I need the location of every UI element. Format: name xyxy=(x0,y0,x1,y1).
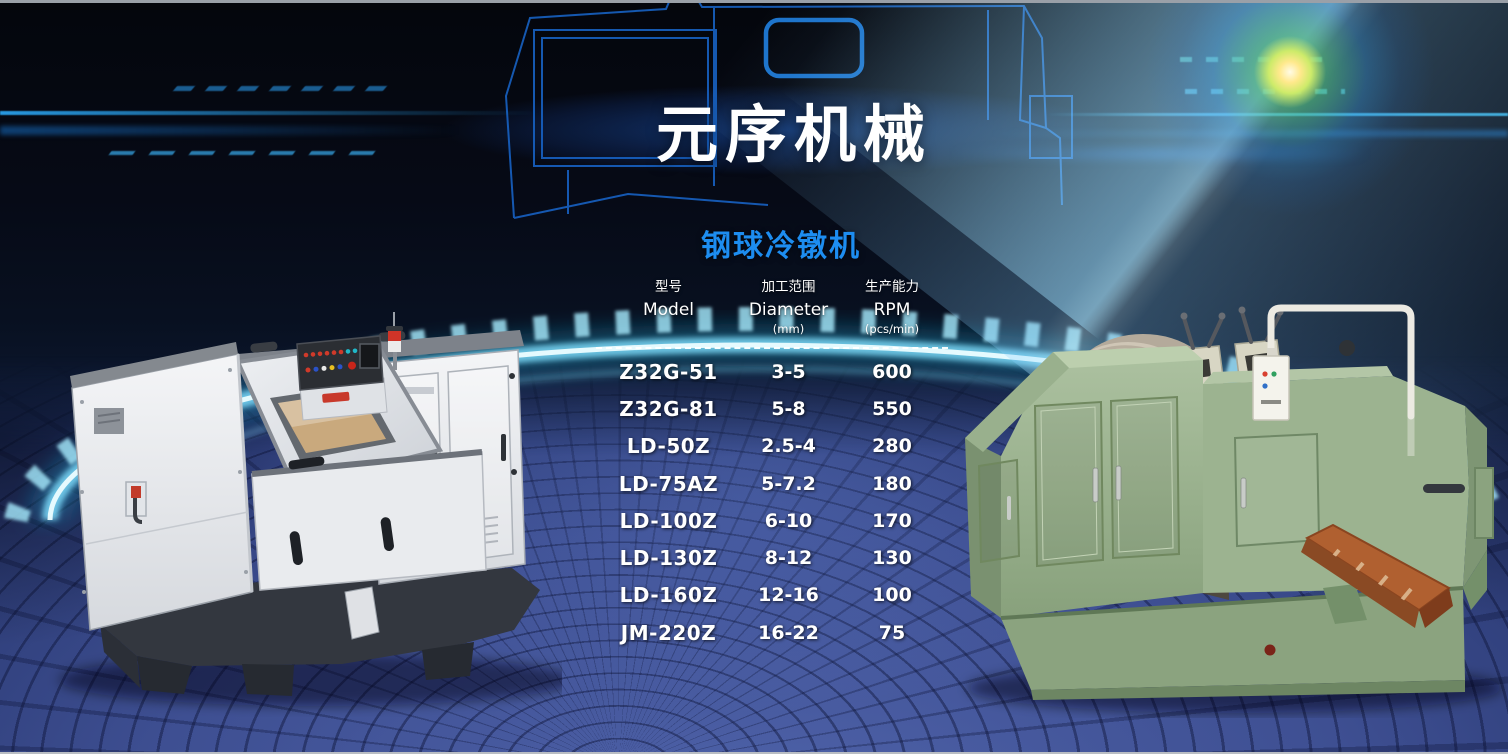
table-row: Z32G-81 5-8 550 xyxy=(596,390,948,427)
table-row: JM-220Z 16-22 75 xyxy=(596,614,948,651)
table-row: LD-50Z 2.5-4 280 xyxy=(596,428,948,465)
dashed-divider xyxy=(596,347,948,349)
diameter-cell: 12-16 xyxy=(758,584,819,607)
header-unit: (pcs/min) xyxy=(864,322,920,336)
rpm-cell: 100 xyxy=(872,584,912,607)
header-zh: 加工范围 xyxy=(761,279,816,295)
model-cell: LD-130Z xyxy=(619,546,718,571)
model-cell: Z32G-51 xyxy=(619,359,718,384)
model-cell: LD-160Z xyxy=(619,583,718,608)
rpm-cell: 550 xyxy=(872,397,912,420)
spec-table: 型号 Model 加工范围 Diameter (mm) 生产能力 RPM (pc… xyxy=(596,276,948,651)
header-col-rpm: 生产能力 RPM (pcs/min) xyxy=(836,276,948,337)
rpm-cell: 600 xyxy=(872,360,912,383)
rpm-cell: 130 xyxy=(872,547,912,570)
table-row: LD-75AZ 5-7.2 180 xyxy=(596,465,948,502)
header-col-diameter: 加工范围 Diameter (mm) xyxy=(741,276,836,337)
header-zh: 生产能力 xyxy=(865,279,919,295)
header-en: Diameter xyxy=(748,300,829,320)
right-machine-photo xyxy=(965,304,1503,713)
diameter-cell: 16-22 xyxy=(758,621,819,644)
table-body: Z32G-51 3-5 600 Z32G-81 5-8 550 LD-50Z 2… xyxy=(596,353,948,651)
model-cell: Z32G-81 xyxy=(619,396,718,421)
rpm-cell: 180 xyxy=(872,472,912,495)
table-row: LD-100Z 6-10 170 xyxy=(596,502,948,539)
model-cell: LD-75AZ xyxy=(618,471,719,496)
top-edge-strip xyxy=(0,0,1508,3)
diameter-cell: 5-7.2 xyxy=(761,472,816,495)
table-header: 型号 Model 加工范围 Diameter (mm) 生产能力 RPM (pc… xyxy=(596,276,948,337)
header-zh: 型号 xyxy=(655,279,682,295)
header-unit: (mm) xyxy=(772,322,805,336)
light-streak-dashes xyxy=(1180,57,1330,62)
model-cell: LD-100Z xyxy=(619,508,718,533)
rpm-cell: 170 xyxy=(872,509,912,532)
header-en: RPM xyxy=(873,300,911,320)
left-machine-photo xyxy=(59,312,562,706)
rpm-cell: 75 xyxy=(878,621,906,644)
model-cell: LD-50Z xyxy=(626,434,711,459)
table-row: LD-130Z 8-12 130 xyxy=(596,539,948,576)
rpm-cell: 280 xyxy=(872,435,912,458)
table-row: LD-160Z 12-16 100 xyxy=(596,577,948,614)
table-row: Z32G-51 3-5 600 xyxy=(596,353,948,390)
page-subtitle: 钢球冷镦机 xyxy=(701,229,861,264)
header-col-model: 型号 Model xyxy=(596,276,741,337)
page-title: 元序机械 xyxy=(655,98,933,171)
model-cell: JM-220Z xyxy=(620,620,717,645)
diameter-cell: 5-8 xyxy=(771,397,806,420)
header-en: Model xyxy=(642,300,695,320)
diameter-cell: 6-10 xyxy=(764,509,813,532)
diameter-cell: 3-5 xyxy=(771,360,806,383)
bottom-edge-strip xyxy=(0,752,1508,754)
diameter-cell: 8-12 xyxy=(764,547,813,570)
diameter-cell: 2.5-4 xyxy=(761,435,816,458)
